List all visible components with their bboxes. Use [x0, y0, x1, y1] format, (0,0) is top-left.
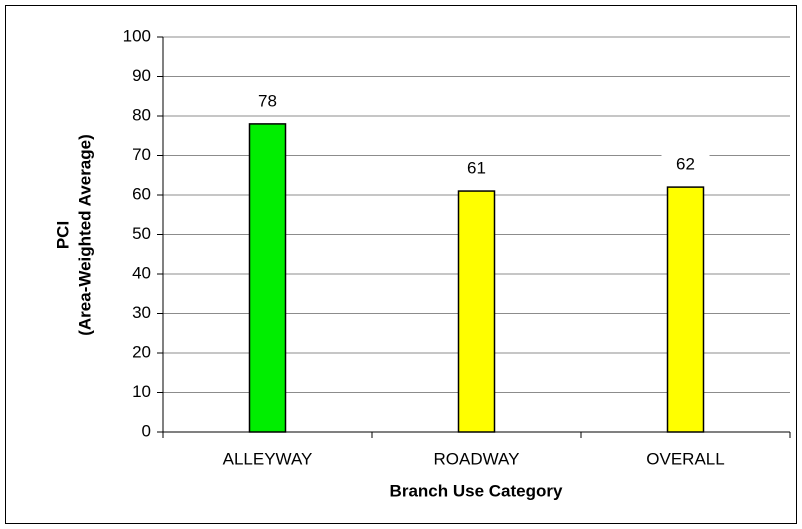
data-label-bg	[243, 88, 292, 113]
y-tick-label: 10	[132, 382, 151, 401]
x-tick-label: ALLEYWAY	[223, 449, 313, 468]
y-tick-label: 100	[123, 26, 151, 45]
data-label: 78	[258, 91, 277, 110]
bar	[457, 190, 496, 433]
y-axis-title: PCI	[53, 221, 72, 249]
y-axis-title: (Area-Weighted Average)	[75, 134, 94, 336]
x-tick-label: ROADWAY	[434, 449, 520, 468]
x-tick-label: OVERALL	[646, 449, 724, 468]
y-tick-label: 50	[132, 224, 151, 243]
data-label-bg	[452, 156, 501, 181]
y-tick-label: 90	[132, 66, 151, 85]
y-tick-label: 80	[132, 105, 151, 124]
data-label: 61	[467, 159, 486, 178]
y-tick-label: 60	[132, 184, 151, 203]
y-tick-label: 30	[132, 303, 151, 322]
bar	[248, 123, 287, 433]
x-axis-title: Branch Use Category	[390, 481, 563, 500]
bar	[666, 186, 705, 433]
y-tick-label: 20	[132, 342, 151, 361]
chart-border	[5, 5, 797, 524]
y-tick-label: 0	[142, 421, 151, 440]
data-label-bg	[661, 152, 710, 177]
y-tick-label: 70	[132, 145, 151, 164]
y-tick-label: 40	[132, 263, 151, 282]
data-label: 62	[676, 155, 695, 174]
